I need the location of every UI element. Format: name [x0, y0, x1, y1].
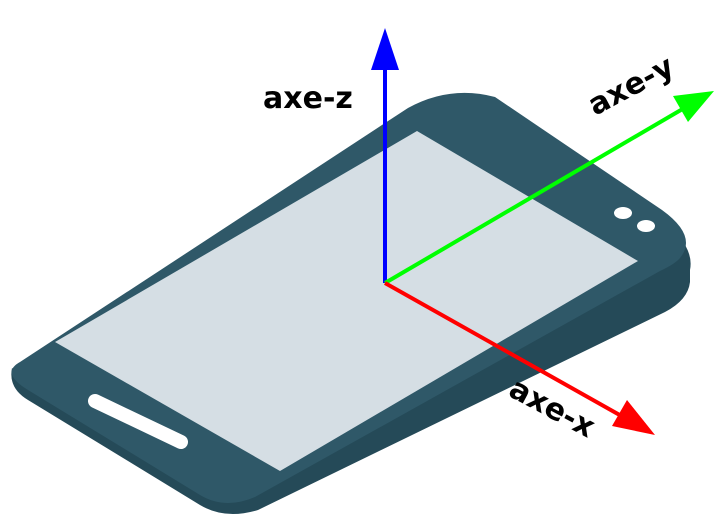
smartphone [11, 92, 691, 515]
x-axis-arrowhead [612, 400, 655, 435]
z-axis-arrowhead [371, 28, 399, 70]
camera-dot [614, 207, 632, 219]
y-axis-line [383, 105, 688, 285]
sensor-dot [637, 220, 655, 232]
phone-screen [55, 131, 638, 471]
axes [371, 28, 714, 435]
x-axis-line [384, 281, 626, 420]
y-axis-arrowhead [673, 91, 714, 122]
z-axis-label: axe-z [263, 81, 353, 116]
home-button [88, 394, 188, 449]
x-axis-label: axe-x [503, 371, 600, 445]
y-axis-label: axe-y [582, 49, 680, 123]
